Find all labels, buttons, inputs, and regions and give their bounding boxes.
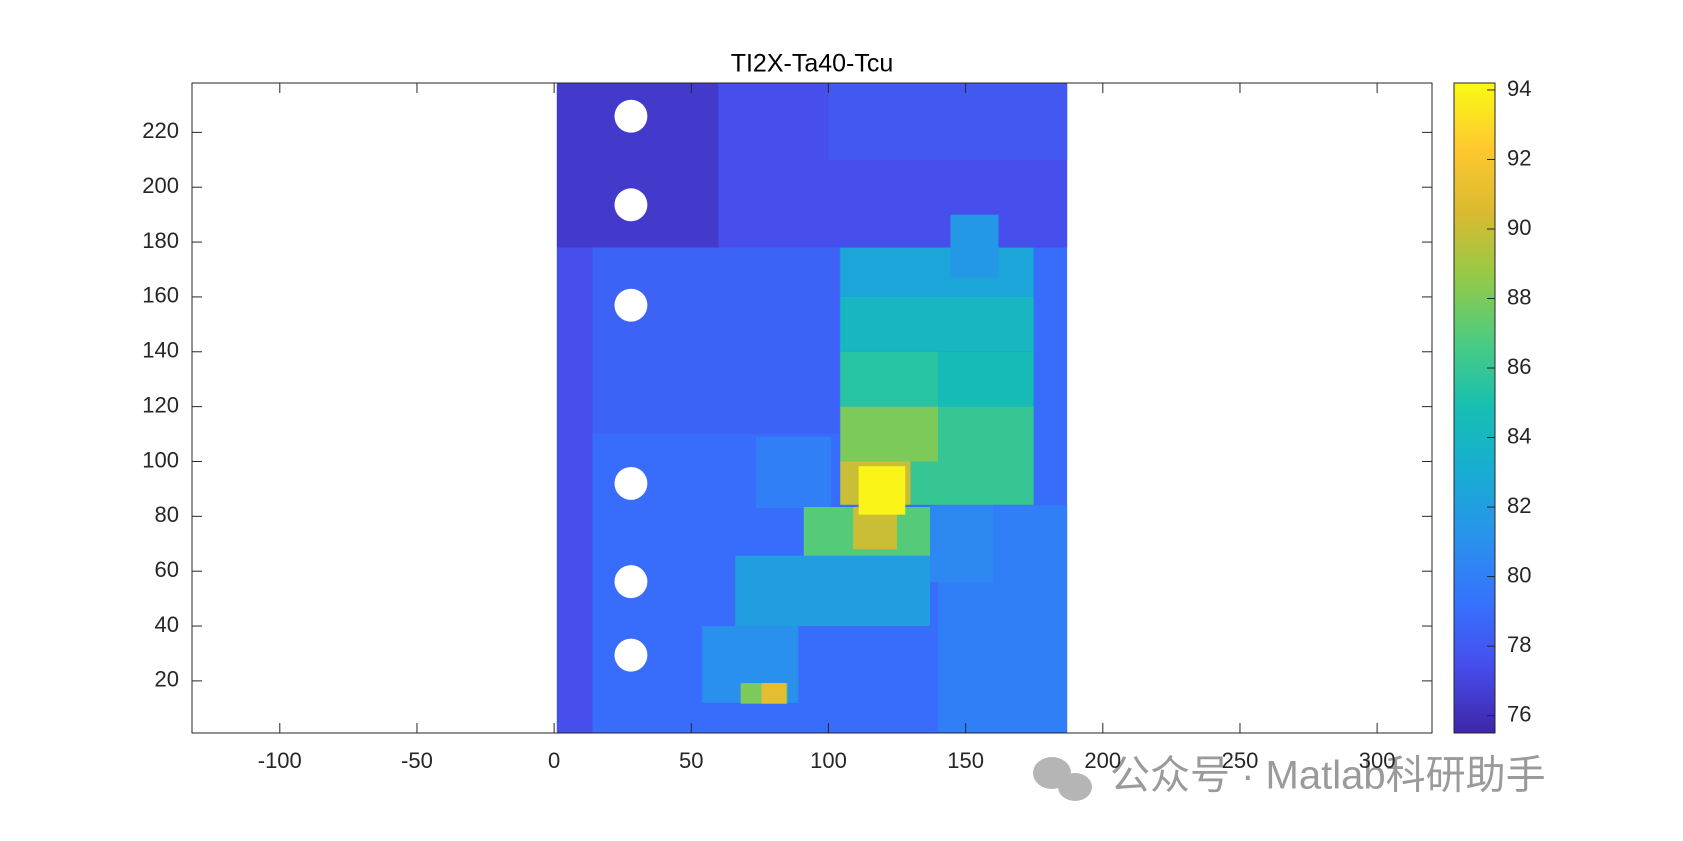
watermark: 公众号 · Matlab科研助手 [1110, 754, 1546, 798]
x-tick-label: 150 [947, 748, 984, 773]
y-tick-label: 20 [155, 667, 179, 692]
x-tick-label: 50 [679, 748, 703, 773]
x-tick-label: 200 [1084, 748, 1121, 773]
x-tick-label: 300 [1359, 748, 1396, 773]
x-tick-label: -50 [401, 748, 433, 773]
y-tick-label: 140 [142, 338, 179, 363]
nan-hole [614, 99, 648, 133]
colorbar [1453, 82, 1496, 734]
colorbar-tick-label: 78 [1507, 632, 1531, 657]
colorbar-tick-label: 94 [1507, 76, 1531, 101]
heat-cell [735, 555, 930, 627]
nan-hole [614, 565, 648, 599]
plot-area [556, 83, 1068, 733]
heat-cell [840, 296, 1034, 352]
y-tick-label: 160 [142, 283, 179, 308]
heat-cell [756, 436, 832, 509]
axes-box [191, 82, 1433, 734]
y-tick-label: 60 [155, 557, 179, 582]
colorbar-tick-label: 84 [1507, 423, 1531, 448]
nan-hole [614, 288, 648, 322]
colorbar-tick-label: 86 [1507, 354, 1531, 379]
colorbar-tick-label: 76 [1507, 701, 1531, 726]
colorbar-tick-label: 82 [1507, 493, 1531, 518]
x-tick-label: -100 [258, 748, 302, 773]
heat-cell [556, 247, 593, 733]
heat-cell [950, 214, 999, 278]
y-tick-label: 200 [142, 173, 179, 198]
watermark-icon [1033, 757, 1092, 801]
x-tick-label: 250 [1222, 748, 1259, 773]
x-tick-label: 100 [810, 748, 847, 773]
heat-cell [929, 505, 994, 583]
nan-hole [614, 466, 648, 500]
y-tick-label: 220 [142, 118, 179, 143]
colorbar-tick-label: 80 [1507, 562, 1531, 587]
y-tick-label: 120 [142, 392, 179, 417]
y-tick-label: 40 [155, 612, 179, 637]
colorbar-tick-label: 92 [1507, 145, 1531, 170]
heat-cell [840, 247, 1034, 297]
x-tick-label: 0 [548, 748, 560, 773]
chart-title: TI2X-Ta40-Tcu [731, 50, 894, 78]
heat-cell [840, 406, 939, 462]
heat-cell [828, 83, 1068, 160]
heat-cell [938, 351, 1034, 407]
y-tick-label: 100 [142, 447, 179, 472]
heat-cell [840, 351, 939, 407]
y-tick-label: 180 [142, 228, 179, 253]
colorbar-tick-label: 88 [1507, 284, 1531, 309]
nan-hole [614, 638, 648, 672]
y-tick-label: 80 [155, 502, 179, 527]
colorbar-tick-label: 90 [1507, 215, 1531, 240]
heat-cell [761, 683, 787, 704]
heat-cell [938, 406, 1034, 462]
heat-cell [858, 466, 906, 515]
heat-cell [592, 247, 840, 435]
nan-hole [614, 188, 648, 222]
heat-cell [910, 461, 1034, 505]
